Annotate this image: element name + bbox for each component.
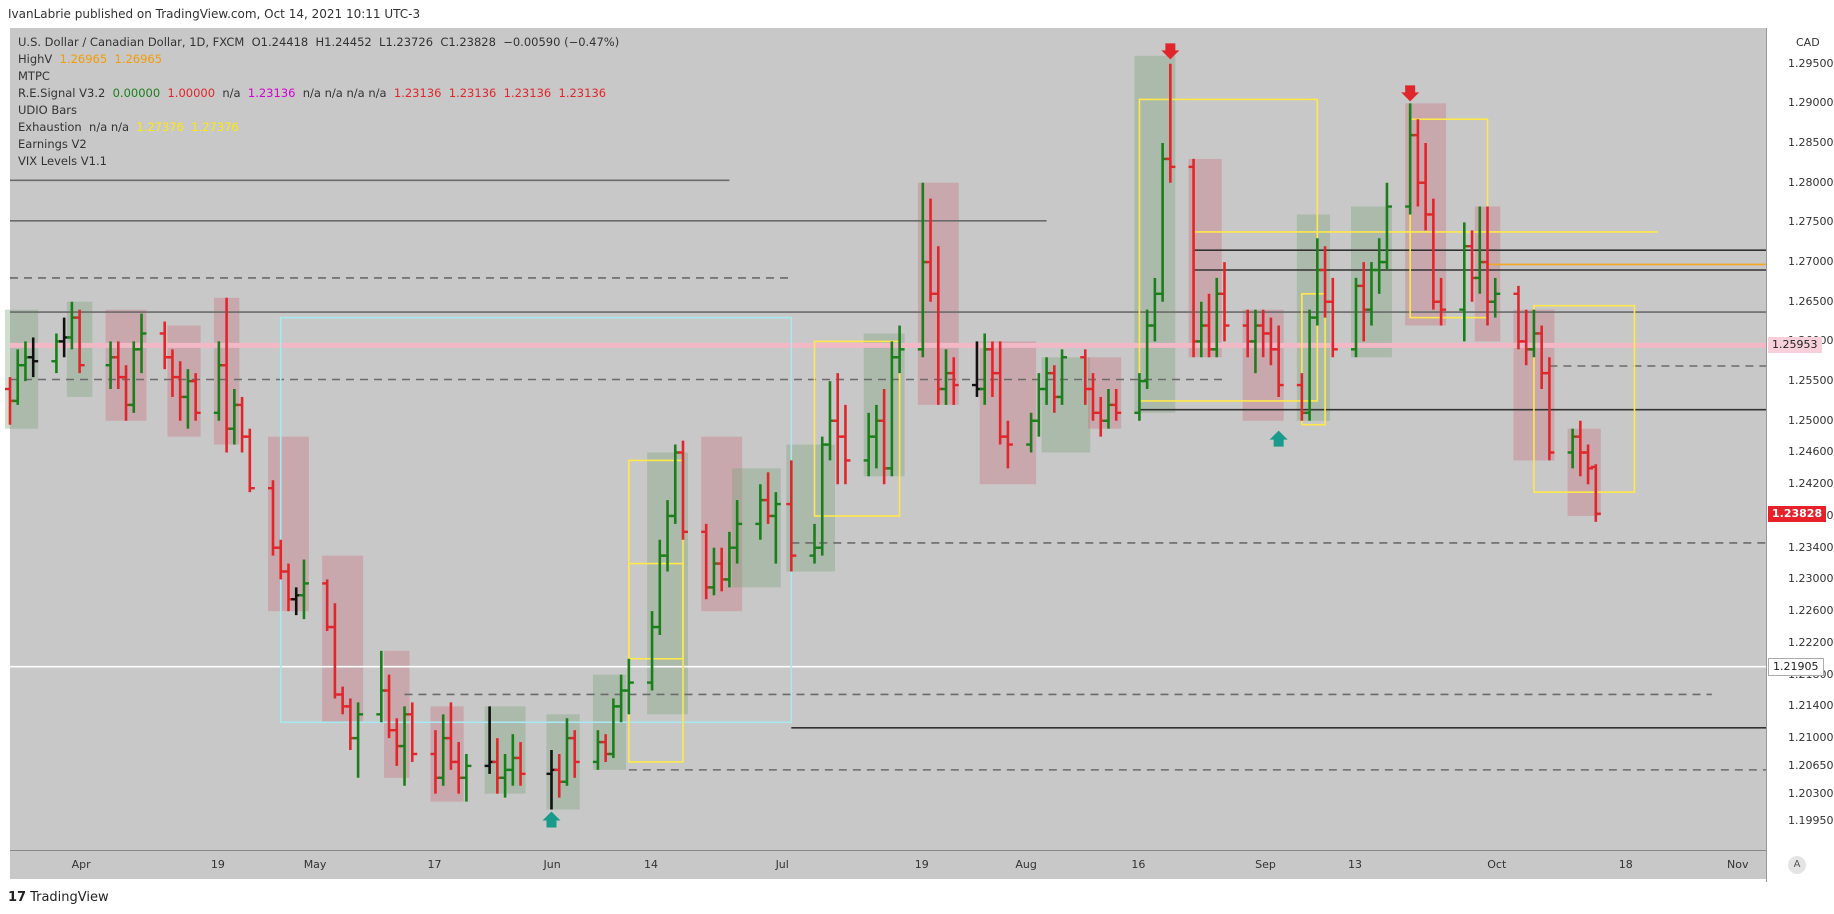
indicator-value: n/a n/a n/a n/a <box>302 86 387 100</box>
auto-scale-button[interactable]: A <box>1788 856 1806 874</box>
time-tick-label: Aug <box>1015 858 1037 871</box>
indicator-value: 1.23136 <box>393 86 442 100</box>
range-box-yellow <box>628 562 684 660</box>
price-tag-white-level: 1.21905 <box>1768 658 1824 677</box>
tradingview-logo[interactable]: 17 TradingView <box>8 890 109 905</box>
zone-green <box>732 468 781 588</box>
indicator-name: UDIO Bars <box>18 103 78 117</box>
signal-arrow-down <box>1161 43 1180 60</box>
time-tick-label: Sep <box>1255 858 1276 871</box>
time-tick-label: 17 <box>427 858 442 871</box>
time-tick-label: 16 <box>1131 858 1146 871</box>
time-tick-label: 13 <box>1348 858 1362 871</box>
price-tick-label: 1.25500 <box>1788 374 1834 388</box>
signal-arrow-up <box>1269 430 1288 447</box>
indicator-value: 0.00000 <box>112 86 161 100</box>
indicator-highv[interactable]: HighV 1.26965 1.26965 <box>18 51 619 68</box>
time-tick-label: May <box>303 858 327 871</box>
indicator-value: 1.23136 <box>558 86 607 100</box>
price-tick-label: 1.20650 <box>1788 758 1834 772</box>
indicator-value: n/a n/a <box>89 120 130 134</box>
indicator-resignal[interactable]: R.E.Signal V3.2 0.00000 1.00000 n/a 1.23… <box>18 85 619 102</box>
price-tick-label: 1.28500 <box>1788 136 1834 150</box>
price-tick-label: 1.24200 <box>1788 477 1834 491</box>
symbol-title: U.S. Dollar / Canadian Dollar, 1D, FXCM <box>18 35 245 49</box>
chart-pane[interactable] <box>10 28 1766 850</box>
time-tick-label: 18 <box>1618 858 1633 871</box>
indicator-vix[interactable]: VIX Levels V1.1 <box>18 153 619 170</box>
zone-green <box>1041 357 1091 453</box>
ohlc-low: L1.23726 <box>379 35 434 49</box>
price-tick-label: 1.22200 <box>1788 635 1834 649</box>
range-box-yellow <box>1301 293 1326 426</box>
time-tick-label: Jul <box>775 858 789 871</box>
symbol-row[interactable]: U.S. Dollar / Canadian Dollar, 1D, FXCM … <box>18 34 619 51</box>
indicator-value: 1.00000 <box>167 86 216 100</box>
price-tick-label: 1.20300 <box>1788 786 1834 800</box>
indicator-udio[interactable]: UDIO Bars <box>18 102 619 119</box>
indicator-name: HighV <box>18 52 53 66</box>
price-tick-label: 1.19950 <box>1788 814 1834 828</box>
time-tick-label: 19 <box>210 858 225 871</box>
zone-green <box>1134 55 1176 413</box>
last-price-tag: 1.23828 <box>1768 505 1827 522</box>
ohlc-change: −0.00590 (−0.47%) <box>503 35 620 49</box>
time-tick-label: 19 <box>914 858 929 871</box>
indicator-name: Earnings V2 <box>18 137 87 151</box>
price-tick-label: 1.26500 <box>1788 294 1834 308</box>
time-tick-label: Apr <box>71 858 91 871</box>
indicator-value: 1.23136 <box>247 86 296 100</box>
time-tick-label: Oct <box>1487 858 1507 871</box>
zone-green <box>786 444 835 572</box>
price-tick-label: 1.25000 <box>1788 413 1834 427</box>
price-tick-label: 1.24600 <box>1788 445 1834 459</box>
indicator-value: 1.27376 <box>191 120 239 134</box>
indicator-value: 1.27376 <box>136 120 184 134</box>
price-tick-label: 1.21400 <box>1788 699 1834 713</box>
ohlc-open: O1.24418 <box>251 35 309 49</box>
indicator-value: 1.26965 <box>114 52 163 66</box>
publish-header: IvanLabrie published on TradingView.com,… <box>0 0 1834 28</box>
ohlc-high: H1.24452 <box>315 35 372 49</box>
time-tick-label: 14 <box>644 858 659 871</box>
price-tick-label: 1.27000 <box>1788 255 1834 269</box>
publish-info: IvanLabrie published on TradingView.com,… <box>8 7 421 21</box>
indicator-name: MTPC <box>18 69 50 83</box>
price-tick-label: 1.22600 <box>1788 604 1834 618</box>
indicator-earnings[interactable]: Earnings V2 <box>18 136 619 153</box>
indicator-value: 1.23136 <box>503 86 552 100</box>
currency-label: CAD <box>1796 36 1820 49</box>
price-tick-label: 1.28000 <box>1788 175 1834 189</box>
indicator-name: VIX Levels V1.1 <box>18 154 107 168</box>
signal-arrow-down <box>1401 85 1420 102</box>
indicator-value: 1.26965 <box>59 52 108 66</box>
time-axis[interactable] <box>10 850 1766 879</box>
indicator-name: R.E.Signal V3.2 <box>18 86 106 100</box>
chart-legend: U.S. Dollar / Canadian Dollar, 1D, FXCM … <box>18 34 619 170</box>
time-tick-label: Nov <box>1727 858 1749 871</box>
price-tick-label: 1.27500 <box>1788 215 1834 229</box>
range-box-yellow <box>813 340 901 517</box>
zone-green <box>647 452 689 715</box>
signal-arrow-up <box>542 811 561 828</box>
indicator-value: n/a <box>222 86 241 100</box>
range-box-yellow <box>1533 304 1636 493</box>
indicator-value: 1.23136 <box>448 86 497 100</box>
indicator-name: Exhaustion <box>18 120 82 134</box>
price-tick-label: 1.29500 <box>1788 56 1834 70</box>
price-tick-label: 1.29000 <box>1788 96 1834 110</box>
brand-name: TradingView <box>30 890 109 905</box>
footer: 17 TradingView <box>0 882 1834 914</box>
indicator-exhaustion[interactable]: Exhaustion n/a n/a 1.27376 1.27376 <box>18 119 619 136</box>
price-tick-label: 1.23400 <box>1788 540 1834 554</box>
tv-logo-icon: 17 <box>8 890 27 905</box>
indicator-mtpc[interactable]: MTPC <box>18 68 619 85</box>
price-axis[interactable] <box>1766 28 1834 882</box>
price-tick-label: 1.23000 <box>1788 572 1834 586</box>
ohlc-close: C1.23828 <box>440 35 496 49</box>
time-tick-label: Jun <box>543 858 561 871</box>
price-tick-label: 1.21000 <box>1788 731 1834 745</box>
price-tag-level: 1.25953 <box>1768 337 1822 354</box>
